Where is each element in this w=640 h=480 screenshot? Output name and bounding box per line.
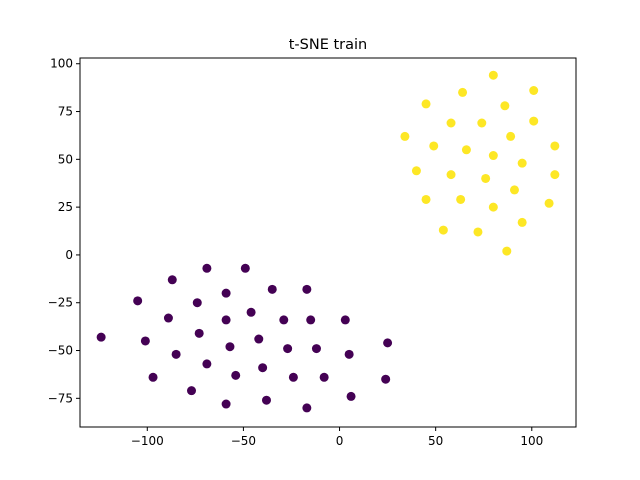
x-tick-label: 50 [428, 434, 443, 448]
data-point-cluster-2 [400, 131, 410, 141]
data-point-cluster-1 [302, 403, 312, 413]
data-point-cluster-1 [283, 344, 293, 354]
data-point-cluster-2 [488, 202, 498, 212]
data-point-cluster-1 [221, 399, 231, 409]
data-point-cluster-1 [202, 359, 212, 369]
data-point-cluster-2 [544, 198, 554, 208]
data-point-cluster-1 [140, 336, 150, 346]
y-tick-label: −50 [48, 344, 73, 358]
y-tick-label: −25 [48, 296, 73, 310]
data-point-cluster-1 [225, 342, 235, 352]
data-point-cluster-2 [421, 194, 431, 204]
data-point-cluster-1 [246, 307, 256, 317]
x-tick-label: 0 [336, 434, 344, 448]
data-points [96, 70, 560, 413]
data-point-cluster-2 [529, 86, 539, 96]
data-point-cluster-1 [240, 263, 250, 273]
chart-title: t-SNE train [289, 37, 368, 53]
data-point-cluster-1 [171, 349, 181, 359]
data-point-cluster-2 [477, 118, 487, 128]
data-point-cluster-2 [506, 131, 516, 141]
data-point-cluster-2 [473, 227, 483, 237]
data-point-cluster-2 [411, 166, 421, 176]
data-point-cluster-1 [306, 315, 316, 325]
x-tick-label: −100 [131, 434, 164, 448]
data-point-cluster-1 [381, 374, 391, 384]
y-tick-label: 100 [50, 57, 73, 71]
data-point-cluster-1 [202, 263, 212, 273]
data-point-cluster-2 [517, 217, 527, 227]
data-point-cluster-2 [456, 194, 466, 204]
y-axis: −75 −50 −25 0 25 50 75 100 [48, 57, 80, 405]
data-point-cluster-1 [221, 315, 231, 325]
data-point-cluster-2 [502, 246, 512, 256]
data-point-cluster-1 [254, 334, 264, 344]
data-point-cluster-2 [517, 158, 527, 168]
data-point-cluster-2 [438, 225, 448, 235]
data-point-cluster-1 [148, 372, 158, 382]
data-point-cluster-2 [446, 118, 456, 128]
data-point-cluster-2 [461, 145, 471, 155]
data-point-cluster-2 [509, 185, 519, 195]
data-point-cluster-1 [258, 363, 268, 373]
data-point-cluster-2 [446, 170, 456, 180]
y-tick-label: 50 [58, 152, 73, 166]
y-tick-label: 0 [65, 248, 73, 262]
axes-frame [79, 57, 577, 428]
data-point-cluster-2 [488, 151, 498, 161]
data-point-cluster-2 [421, 99, 431, 109]
data-point-cluster-1 [279, 315, 289, 325]
data-point-cluster-1 [346, 391, 356, 401]
data-point-cluster-1 [96, 332, 106, 342]
x-tick-label: 100 [520, 434, 543, 448]
y-tick-label: −75 [48, 391, 73, 405]
data-point-cluster-1 [340, 315, 350, 325]
data-point-cluster-1 [288, 372, 298, 382]
data-point-cluster-1 [163, 313, 173, 323]
data-point-cluster-1 [383, 338, 393, 348]
data-point-cluster-2 [550, 170, 560, 180]
data-point-cluster-2 [488, 70, 498, 80]
data-point-cluster-2 [500, 101, 510, 111]
data-point-cluster-2 [481, 173, 491, 183]
x-tick-label: −50 [231, 434, 256, 448]
data-point-cluster-1 [267, 284, 277, 294]
data-point-cluster-1 [167, 275, 177, 285]
data-point-cluster-1 [221, 288, 231, 298]
data-point-cluster-1 [194, 328, 204, 338]
data-point-cluster-1 [187, 386, 197, 396]
data-point-cluster-1 [302, 284, 312, 294]
data-point-cluster-2 [529, 116, 539, 126]
data-point-cluster-1 [231, 370, 241, 380]
y-tick-label: 75 [58, 105, 73, 119]
data-point-cluster-2 [550, 141, 560, 151]
data-point-cluster-1 [192, 298, 202, 308]
data-point-cluster-1 [261, 395, 271, 405]
data-point-cluster-1 [344, 349, 354, 359]
data-point-cluster-2 [458, 87, 468, 97]
x-axis: −100 −50 0 50 100 [131, 427, 543, 448]
data-point-cluster-2 [429, 141, 439, 151]
data-point-cluster-1 [133, 296, 143, 306]
data-point-cluster-1 [311, 344, 321, 354]
y-tick-label: 25 [58, 200, 73, 214]
data-point-cluster-1 [319, 372, 329, 382]
